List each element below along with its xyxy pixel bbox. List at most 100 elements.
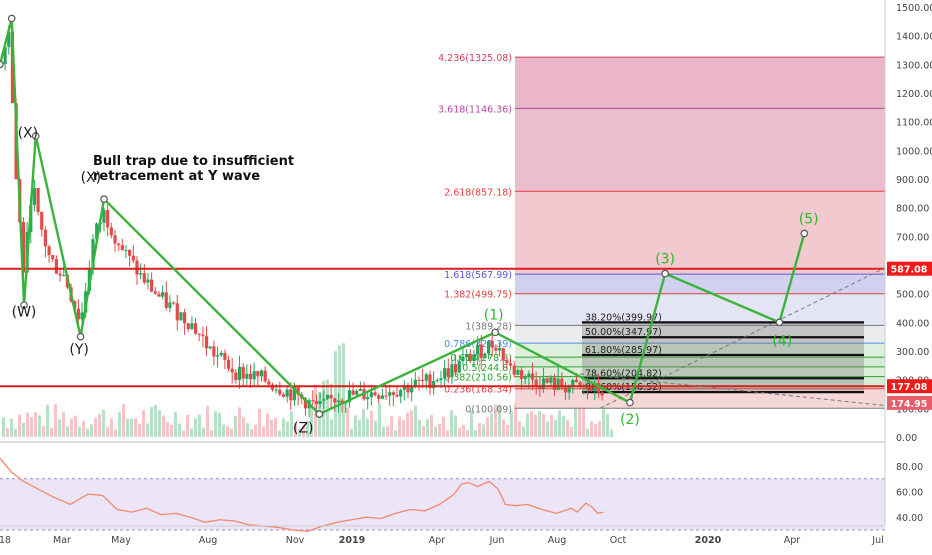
fib-level-label: 1.618(567.99)	[444, 270, 512, 281]
candle-body	[259, 370, 264, 377]
volume-bar	[586, 428, 589, 437]
volume-bar	[34, 412, 37, 437]
fib-retracement-label: 61.80%(285.97)	[585, 345, 662, 356]
wave-pivot	[800, 229, 809, 238]
price-axis-tick: 300.00	[896, 347, 929, 358]
candle-body	[47, 246, 51, 256]
candle-body	[369, 392, 373, 398]
candle-body	[109, 227, 113, 236]
candle-body	[230, 368, 234, 373]
volume-bar	[450, 410, 453, 437]
candle-body	[358, 389, 362, 391]
volume-bar	[582, 406, 585, 437]
volume-bar	[462, 424, 465, 437]
fib-level-label: 1(389.28)	[465, 321, 512, 332]
volume-bar	[146, 423, 149, 437]
volume-bar	[238, 407, 241, 437]
wave-label: (W)	[12, 305, 37, 321]
candle-body	[204, 336, 209, 349]
candle-body	[10, 31, 15, 104]
volume-bar	[198, 414, 201, 437]
volume-bar	[566, 420, 569, 437]
candle-body	[80, 312, 84, 320]
candle-body	[43, 229, 48, 247]
wave-label: (Z)	[293, 421, 314, 437]
candle-body	[322, 399, 326, 401]
wave-pivot	[76, 332, 85, 341]
volume-bar	[402, 420, 405, 437]
candle-body	[51, 255, 55, 260]
projection-dashed-line	[579, 373, 886, 406]
candle-body	[585, 385, 590, 390]
candle-body	[58, 273, 62, 276]
volume-bar	[466, 430, 469, 437]
volume-bar	[262, 426, 265, 437]
volume-bar	[50, 427, 53, 437]
wave-pivot	[661, 269, 669, 278]
candle-body	[424, 374, 428, 381]
candle-body	[106, 210, 110, 228]
volume-bar	[62, 412, 65, 437]
candle-body	[523, 376, 527, 379]
candle-body	[333, 398, 337, 403]
price-axis-tick: 500.00	[896, 290, 929, 301]
candle-body	[212, 346, 216, 357]
candle-body	[465, 353, 469, 358]
volume-bar	[178, 423, 181, 437]
wave-label: (5)	[799, 211, 819, 227]
time-axis-tick: 2019	[339, 535, 365, 546]
volume-bar	[326, 379, 329, 437]
volume-bar	[270, 419, 273, 437]
annotation-line-2: retracement at Y wave	[93, 169, 260, 184]
fib-level-label: 1.382(499.75)	[444, 290, 512, 301]
candle-body	[538, 386, 542, 389]
candle-body	[472, 354, 476, 362]
rsi-axis-tick: 80.00	[896, 462, 923, 473]
candle-body	[428, 374, 432, 389]
candle-body	[589, 389, 593, 391]
volume-bar	[310, 403, 313, 437]
candle-body	[545, 378, 549, 383]
candle-body	[3, 47, 7, 65]
volume-bar	[134, 418, 137, 437]
wave-pivot	[20, 301, 28, 309]
candle-body	[384, 395, 388, 397]
volume-bar	[478, 423, 481, 437]
candle-body	[439, 378, 443, 381]
candle-body	[172, 302, 176, 304]
volume-bar	[458, 428, 461, 437]
volume-bar	[74, 415, 77, 437]
volume-bar	[154, 405, 157, 437]
candle-body	[388, 392, 392, 396]
candle-body	[450, 364, 454, 378]
fib-band	[515, 325, 885, 344]
fib-band	[515, 108, 885, 192]
candle-body	[161, 292, 165, 297]
fib-level-label: 2.618(857.18)	[444, 187, 512, 198]
candle-body	[461, 357, 465, 362]
candle-body	[421, 379, 425, 381]
fib-band	[515, 191, 885, 275]
candle-body	[497, 348, 502, 351]
volume-bar	[254, 424, 257, 437]
candle-body	[534, 379, 538, 387]
volume-bar	[422, 426, 425, 437]
volume-bar	[538, 411, 541, 437]
time-axis-tick: Jun	[489, 535, 505, 546]
candle-body	[494, 347, 498, 351]
price-axis-tick: 900.00	[896, 175, 929, 186]
volume-bar	[598, 421, 601, 437]
candle-body	[373, 392, 377, 396]
price-axis-tick: 700.00	[896, 232, 929, 243]
wave-label: (X)	[81, 170, 102, 186]
volume-bar	[166, 421, 169, 437]
candle-body	[501, 348, 505, 361]
candle-body	[399, 389, 403, 397]
volume-bar	[606, 413, 609, 437]
candle-body	[179, 312, 183, 321]
candle-body	[318, 400, 322, 405]
candle-body	[417, 379, 421, 381]
price-axis-tick: 1200.00	[896, 89, 932, 100]
volume-bar	[534, 414, 537, 437]
